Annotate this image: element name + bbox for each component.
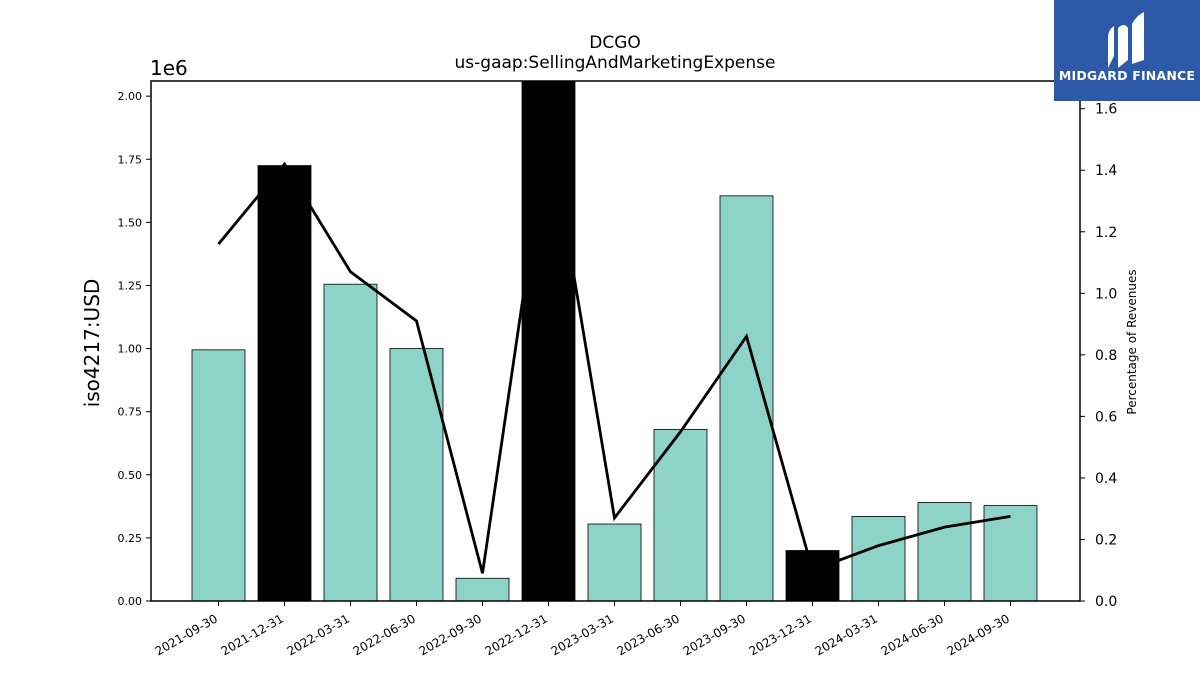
logo-text: MIDGARD FINANCE [1058, 68, 1196, 83]
y2-tick-label: 0.8 [1095, 348, 1117, 364]
percentage-line [217, 123, 1011, 574]
bar [653, 428, 708, 602]
y-tick-label: 1.50 [118, 216, 143, 229]
x-tick-label: 2024-06-30 [879, 611, 946, 658]
bar [983, 505, 1038, 602]
logo-mark-icon [1108, 12, 1144, 68]
y2-tick-label: 0.6 [1095, 409, 1117, 425]
bar [587, 523, 642, 602]
y-tick-label: 2.00 [118, 90, 143, 103]
y-axis-label: iso4217:USD [80, 279, 104, 408]
y2-tick-label: 1.4 [1095, 163, 1117, 179]
y-offset-label: 1e6 [150, 56, 188, 80]
y2-tick-label: 0.0 [1095, 594, 1117, 610]
bar [917, 502, 972, 602]
x-tick-label: 2021-09-30 [153, 611, 220, 658]
y2-tick-label: 0.2 [1095, 532, 1117, 548]
x-tick-label: 2022-12-31 [483, 611, 550, 658]
y2-axis-label: Percentage of Revenues [1125, 269, 1139, 414]
y-tick-label: 0.75 [118, 406, 143, 419]
x-tick-label: 2023-06-30 [615, 611, 682, 658]
bar [785, 550, 840, 602]
plot-frame [150, 80, 1081, 602]
chart-subtitle: us-gaap:SellingAndMarketingExpense [455, 53, 776, 73]
x-tick-label: 2022-09-30 [417, 611, 484, 658]
bars-group [191, 80, 1038, 602]
y-tick-label: 1.75 [118, 153, 143, 166]
x-tick-label: 2023-12-31 [747, 611, 814, 658]
x-tick-label: 2023-09-30 [681, 611, 748, 658]
y-tick-label: 1.00 [118, 343, 143, 356]
bar [191, 349, 246, 602]
y-tick-label: 0.00 [118, 595, 143, 608]
x-tick-label: 2023-03-31 [549, 611, 616, 658]
y2-tick-label: 0.4 [1095, 471, 1117, 487]
brand-logo: MIDGARD FINANCE [1054, 0, 1200, 101]
x-tick-label: 2021-12-31 [219, 611, 286, 658]
x-tick-label: 2024-09-30 [945, 611, 1012, 658]
bar [851, 516, 906, 602]
chart-title: DCGO [589, 33, 641, 53]
y-tick-label: 0.50 [118, 469, 143, 482]
y2-tick-label: 1.2 [1095, 225, 1117, 241]
bar [323, 283, 378, 602]
x-tick-label: 2022-06-30 [351, 611, 418, 658]
x-tick-label: 2024-03-31 [813, 611, 880, 658]
x-tick-label: 2022-03-31 [285, 611, 352, 658]
bar [455, 577, 510, 602]
y2-tick-label: 1.0 [1095, 286, 1117, 302]
line-layer [217, 123, 1011, 574]
bar [521, 80, 576, 602]
bar [257, 165, 312, 602]
y-tick-label: 0.25 [118, 532, 143, 545]
y2-tick-label: 1.6 [1095, 102, 1117, 118]
y-tick-label: 1.25 [118, 279, 143, 292]
